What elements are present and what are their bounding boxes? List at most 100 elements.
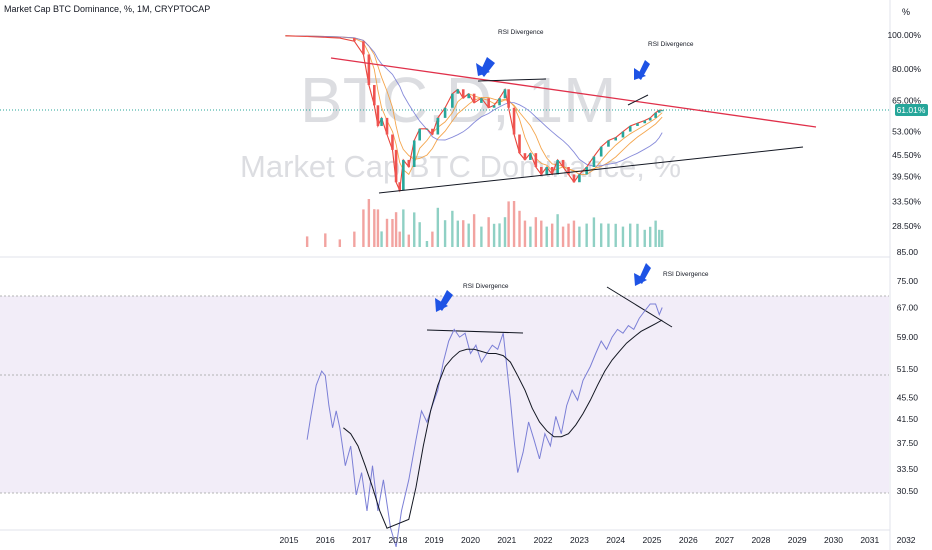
ma-orange-line	[285, 35, 663, 176]
volume-bar	[507, 201, 510, 247]
arrow-icon	[634, 263, 651, 286]
price-divergence-line-2[interactable]	[627, 94, 649, 106]
arrow-icons	[435, 57, 651, 312]
price-candle	[398, 182, 402, 191]
price-candle	[539, 166, 543, 175]
volume-bar	[467, 223, 470, 247]
price-candle	[628, 125, 632, 132]
price-candle	[338, 37, 342, 39]
volume-bar	[367, 199, 371, 247]
volume-bar	[451, 210, 454, 247]
rsi-tick-label: 33.50	[897, 464, 919, 474]
price-tick-label: 28.50%	[892, 221, 921, 231]
volume-bar	[534, 217, 538, 247]
price-axis[interactable]: 100.00% 80.00% 65.00% 53.00% 45.50% 39.50% 33.…	[887, 30, 921, 231]
rsi-tick-label: 37.50	[897, 438, 919, 448]
price-candle	[648, 117, 652, 121]
price-candle	[492, 105, 496, 108]
moving-averages	[285, 35, 663, 176]
volume-bar	[629, 223, 632, 247]
volume-bar	[385, 218, 389, 247]
time-tick-label: 2020	[461, 535, 480, 545]
price-candle	[529, 153, 532, 160]
rsi-tick-label: 85.00	[897, 247, 919, 257]
time-axis[interactable]: 2015 2016 2017 2018 2019 2020 2021 2022 2023 2024…	[280, 535, 916, 545]
rsi-tick-label: 51.50	[897, 364, 919, 374]
price-candle	[643, 120, 647, 124]
watermark-description: Market Cap BTC Dominance, %	[240, 149, 681, 184]
time-tick-label: 2031	[860, 535, 879, 545]
price-candle	[657, 110, 661, 113]
volume-bar	[425, 241, 429, 247]
resistance-trendline[interactable]	[330, 57, 817, 128]
price-candle	[592, 156, 596, 167]
arrow-icon	[435, 290, 453, 312]
time-tick-label: 2026	[679, 535, 698, 545]
rsi-tick-label: 30.50	[897, 486, 919, 496]
price-divergence-line-1[interactable]	[477, 78, 547, 82]
support-trendline[interactable]	[378, 146, 804, 194]
price-candle	[607, 140, 610, 147]
volume-bar	[362, 209, 365, 247]
volume-bar	[394, 212, 398, 247]
volume-bar	[398, 231, 401, 247]
price-candle	[443, 107, 447, 118]
price-tick-label: 65.00%	[892, 96, 921, 106]
volume-bar	[599, 223, 603, 247]
price-line	[285, 35, 663, 193]
price-candle	[456, 89, 460, 94]
price-candle	[402, 159, 405, 191]
volume-bar	[660, 229, 664, 247]
time-tick-label: 2029	[788, 535, 807, 545]
time-tick-label: 2021	[497, 535, 516, 545]
volume-bar	[578, 226, 581, 247]
volume-bar	[518, 210, 521, 247]
price-candle	[561, 159, 565, 167]
price-candle	[376, 105, 380, 126]
price-candle	[412, 140, 416, 167]
rsi-line	[306, 303, 663, 548]
price-candle	[431, 128, 434, 135]
volume-bar	[338, 239, 342, 247]
price-candle	[556, 159, 559, 175]
price-candle	[385, 117, 389, 135]
volume-bar	[492, 223, 496, 247]
volume-bar	[636, 223, 639, 247]
time-tick-label: 2032	[897, 535, 916, 545]
volume-bar	[592, 217, 596, 247]
annotation-rsi-divergence-1: RSI Divergence	[498, 29, 544, 36]
rsi-tick-label: 45.50	[897, 393, 919, 403]
price-candle	[621, 131, 625, 138]
volume-bar	[376, 209, 380, 247]
rsi-axis[interactable]: 85.00 75.00 67.00 59.00 51.50 45.50 41.50 37.50…	[897, 247, 919, 496]
volume-bar	[456, 220, 459, 247]
volume-bar	[380, 231, 383, 247]
volume-bar	[436, 207, 440, 247]
volume-bar	[523, 220, 527, 247]
price-candle	[503, 89, 507, 99]
time-tick-label: 2018	[388, 535, 407, 545]
last-price-label: 61.01%	[897, 105, 926, 115]
volume-bar	[572, 220, 576, 247]
price-series	[285, 35, 664, 193]
price-candle	[391, 134, 394, 150]
price-candle	[545, 166, 549, 175]
watermark-symbol: BTC.D, 1M	[300, 64, 616, 136]
volume-bar	[550, 223, 554, 247]
rsi-ma-line	[343, 319, 663, 529]
time-tick-label: 2015	[280, 535, 299, 545]
time-tick-label: 2023	[570, 535, 589, 545]
volume-bar	[585, 223, 588, 247]
rsi-divergence-line-1[interactable]	[426, 329, 524, 334]
volume-bar	[567, 223, 570, 247]
volume-bar	[431, 231, 434, 247]
price-candle	[550, 166, 554, 175]
volume-bar	[407, 234, 410, 247]
price-candle	[467, 93, 470, 99]
arrow-icon	[476, 57, 495, 77]
price-candle	[461, 89, 465, 99]
price-candle	[324, 36, 327, 38]
percent-scale-button[interactable]: %	[901, 7, 910, 17]
chart-header-title: Market Cap BTC Dominance, %, 1M, CRYPTOC…	[4, 4, 211, 14]
